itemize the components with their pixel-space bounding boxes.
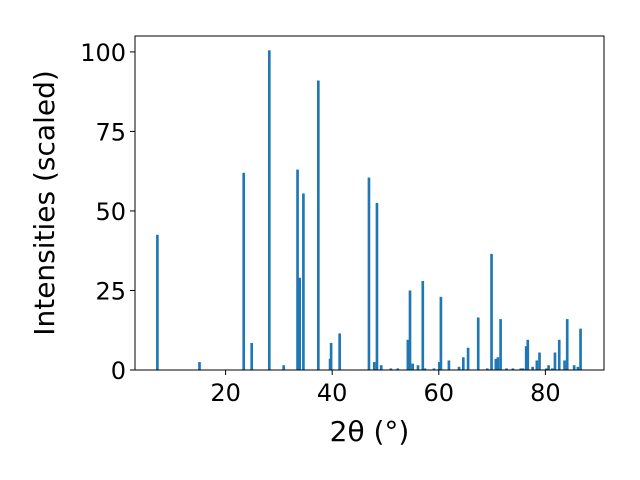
bar bbox=[499, 319, 502, 370]
bar bbox=[553, 352, 557, 370]
x-tick-label: 20 bbox=[210, 379, 241, 407]
bar bbox=[408, 290, 412, 370]
bar bbox=[296, 169, 299, 370]
bar bbox=[379, 365, 383, 370]
x-axis-ticks: 20 40 60 80 bbox=[210, 370, 561, 407]
bar bbox=[576, 366, 580, 370]
bar bbox=[432, 368, 436, 370]
bar bbox=[519, 368, 523, 370]
bar bbox=[338, 333, 341, 370]
y-tick-label: 100 bbox=[80, 39, 126, 67]
bar bbox=[466, 347, 470, 370]
bar bbox=[490, 253, 493, 370]
bar bbox=[423, 368, 427, 370]
bar bbox=[457, 366, 461, 370]
bar bbox=[579, 328, 582, 370]
bar-series bbox=[156, 50, 582, 371]
bar bbox=[372, 362, 376, 370]
y-tick-label: 0 bbox=[111, 357, 126, 385]
bar bbox=[396, 368, 400, 370]
bar bbox=[267, 50, 271, 371]
x-tick-label: 80 bbox=[530, 379, 561, 407]
bar bbox=[511, 368, 515, 370]
bar bbox=[439, 296, 443, 370]
bar bbox=[302, 193, 305, 370]
y-tick-label: 50 bbox=[95, 198, 126, 226]
bar bbox=[505, 368, 508, 370]
bar bbox=[565, 319, 569, 370]
bar bbox=[538, 352, 541, 370]
bar bbox=[375, 203, 379, 370]
bar bbox=[563, 360, 566, 370]
bar bbox=[317, 80, 320, 370]
bar bbox=[156, 234, 159, 370]
bar bbox=[329, 342, 333, 370]
bar bbox=[389, 368, 393, 370]
bar bbox=[282, 365, 286, 370]
bar bbox=[526, 339, 530, 370]
bar bbox=[572, 365, 576, 370]
bar bbox=[521, 368, 525, 370]
bar bbox=[524, 346, 528, 370]
bar bbox=[367, 177, 371, 370]
y-axis-label: Intensities (scaled) bbox=[28, 70, 61, 336]
bar bbox=[416, 365, 420, 370]
plot-frame bbox=[134, 35, 605, 371]
x-tick-label: 60 bbox=[424, 379, 455, 407]
bar bbox=[550, 368, 554, 370]
bar bbox=[437, 362, 441, 370]
bar bbox=[461, 357, 465, 370]
bar bbox=[298, 277, 302, 370]
bar bbox=[545, 368, 548, 370]
bar bbox=[250, 342, 254, 370]
bar bbox=[535, 360, 539, 370]
bar bbox=[531, 366, 534, 370]
bar bbox=[242, 172, 246, 370]
bar bbox=[447, 360, 451, 370]
bar bbox=[494, 358, 498, 370]
bar bbox=[476, 317, 480, 370]
bar bbox=[485, 368, 489, 370]
bar bbox=[557, 339, 561, 370]
y-tick-label: 75 bbox=[95, 118, 126, 146]
bar bbox=[411, 363, 414, 370]
x-axis-label: 2θ (°) bbox=[330, 415, 410, 448]
x-tick-label: 40 bbox=[317, 379, 348, 407]
bar bbox=[421, 280, 425, 370]
y-tick-label: 25 bbox=[95, 277, 126, 305]
y-axis-ticks: 0 25 50 75 100 bbox=[80, 39, 135, 385]
bar bbox=[547, 365, 550, 370]
bar bbox=[198, 362, 201, 370]
bar bbox=[496, 357, 500, 370]
bar bbox=[406, 339, 410, 370]
